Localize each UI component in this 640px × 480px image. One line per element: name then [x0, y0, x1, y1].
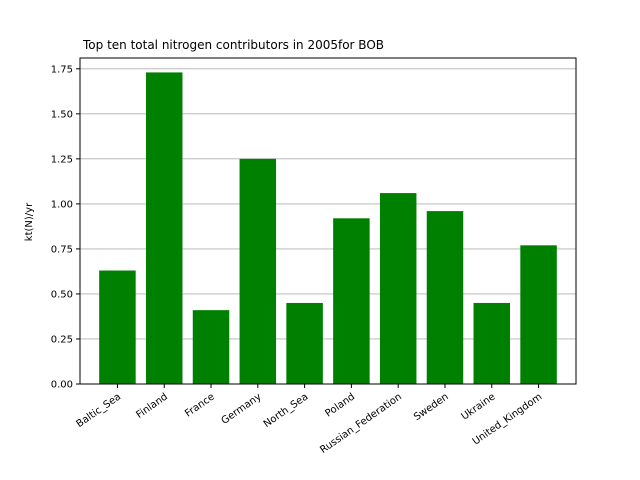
bar-russian-federation — [379, 193, 417, 384]
y-tick-label: 1.50 — [51, 109, 73, 120]
x-tick-label: Russian_Federation — [318, 391, 404, 456]
x-tick-label: North_Sea — [262, 391, 311, 430]
y-tick-label: 0.50 — [51, 289, 73, 300]
y-tick-label: 0.00 — [51, 380, 73, 391]
bar-united-kingdom — [520, 245, 557, 384]
bar-ukraine — [473, 302, 511, 384]
bars — [99, 72, 557, 384]
bar-france — [192, 310, 230, 384]
bar-finland — [145, 72, 183, 384]
y-tick-label: 1.25 — [51, 154, 73, 165]
y-tick-label: 1.75 — [51, 64, 73, 75]
x-tick-label: France — [183, 391, 217, 419]
y-tick-label: 0.75 — [51, 244, 73, 255]
y-axis-label: kt(N)/yr — [24, 202, 35, 241]
bar-baltic-sea — [99, 270, 136, 384]
y-tick-label: 1.00 — [51, 199, 73, 210]
x-tick-label: Germany — [220, 391, 264, 426]
x-tick-label: Poland — [323, 391, 357, 419]
x-tick-label: Sweden — [412, 391, 451, 423]
x-tick-label: Baltic_Sea — [75, 391, 124, 430]
plot-frame — [79, 57, 577, 385]
x-tick-label: Ukraine — [460, 391, 498, 422]
bar-north-sea — [286, 302, 323, 384]
y-axis: 0.00 0.25 0.50 0.75 1.00 1.25 1.50 1.75 — [51, 64, 80, 391]
x-tick-label: Finland — [134, 391, 170, 421]
bar-sweden — [426, 211, 464, 384]
bar-poland — [333, 218, 370, 384]
chart-title: Top ten total nitrogen contributors in 2… — [82, 38, 384, 52]
bar-germany — [239, 158, 277, 384]
y-tick-label: 0.25 — [51, 334, 73, 345]
